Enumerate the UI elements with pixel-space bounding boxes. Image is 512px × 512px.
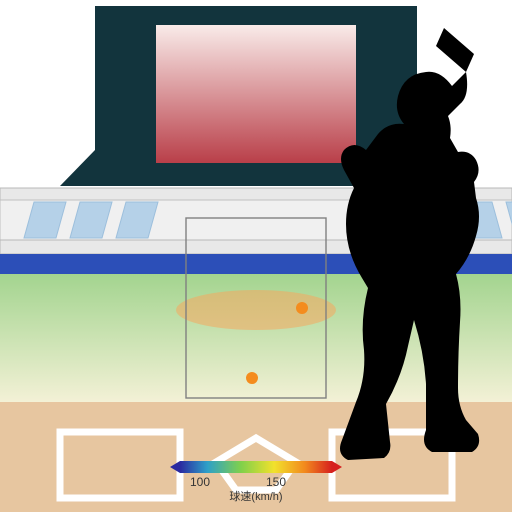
pitch-location-chart: 100 150球速(km/h) — [0, 0, 512, 512]
scoreboard-screen — [156, 25, 356, 163]
legend-colorbar — [180, 461, 332, 473]
legend-axis-label: 球速(km/h) — [229, 489, 282, 503]
pitchers-mound — [176, 290, 336, 330]
pitch-marker — [246, 372, 258, 384]
legend-tick-label: 100 — [190, 475, 210, 489]
pitch-marker — [296, 302, 308, 314]
legend-tick-label: 150 — [266, 475, 286, 489]
